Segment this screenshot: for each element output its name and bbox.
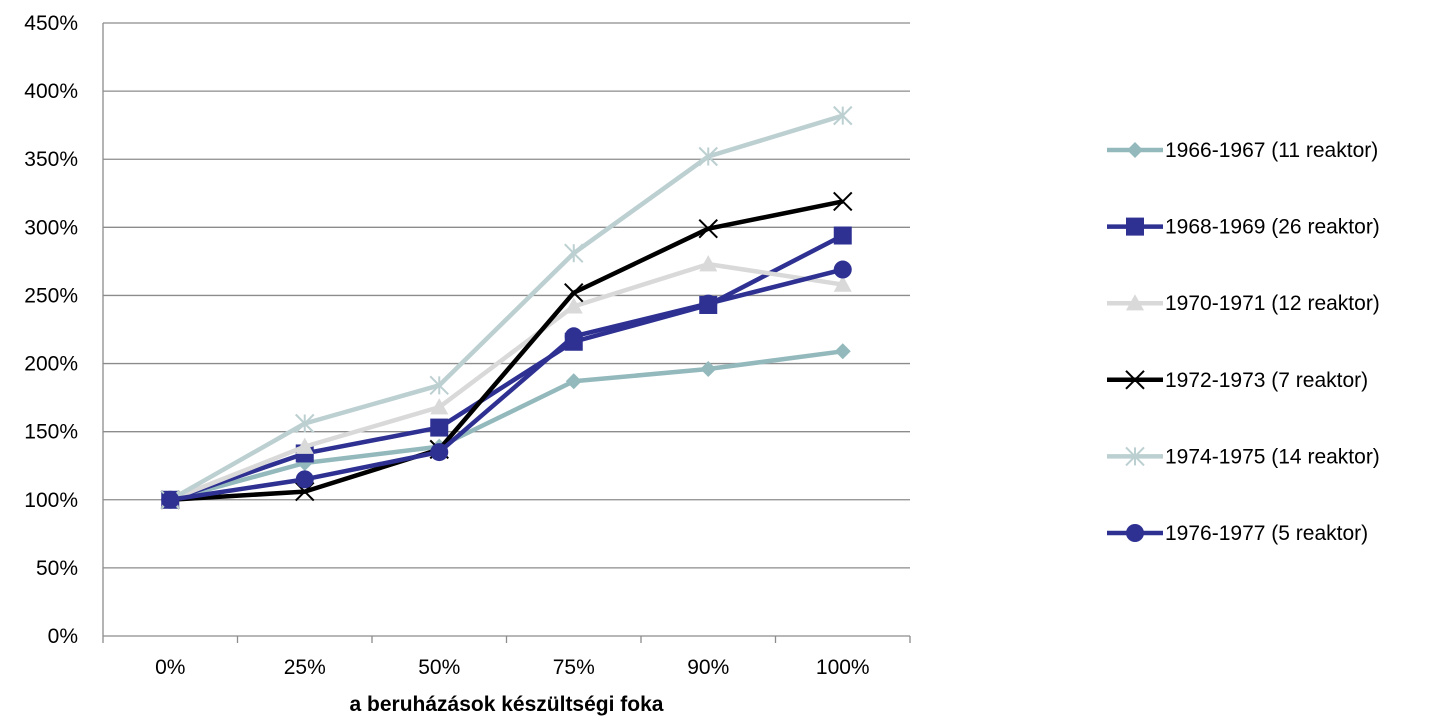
data-point (295, 413, 315, 434)
legend-label: 1976-1977 (5 reaktor) (1165, 522, 1368, 545)
x-tick-label: 50% (418, 656, 460, 679)
legend-marker (1125, 370, 1145, 390)
data-point (833, 105, 853, 126)
x-tick-label: 100% (816, 656, 870, 679)
legend-item-4: 1972-1973 (7 reaktor) (1107, 369, 1368, 392)
data-point (564, 327, 583, 346)
x-tick-label: 90% (687, 656, 729, 679)
series-line (169, 233, 844, 502)
y-tick-label: 100% (24, 489, 78, 512)
legend-label: 1972-1973 (7 reaktor) (1165, 369, 1368, 392)
marker-stroke (833, 191, 853, 212)
legend-marker (1125, 446, 1145, 467)
y-tick-label: 200% (24, 353, 78, 376)
legend-label: 1974-1975 (14 reaktor) (1165, 445, 1380, 468)
data-point (430, 418, 449, 437)
data-point (699, 255, 718, 272)
x-axis-title: a beruházások készültségi foka (350, 693, 664, 716)
series-lines (160, 105, 853, 510)
series-line (169, 267, 844, 503)
legend-marker (1126, 524, 1144, 542)
data-point (834, 343, 851, 360)
series-6 (161, 260, 852, 509)
data-point (564, 243, 584, 263)
data-point (833, 191, 853, 212)
legend-marker (1126, 217, 1144, 236)
legend-item-2: 1968-1969 (26 reaktor) (1107, 216, 1380, 239)
data-point (295, 437, 314, 454)
x-tick-label: 25% (284, 656, 326, 679)
y-tick-label: 300% (24, 216, 78, 239)
y-tick-label: 150% (24, 421, 78, 444)
x-tick-label: 0% (155, 656, 185, 679)
marker-stroke (564, 283, 584, 303)
data-point (161, 490, 180, 509)
series-line (169, 113, 844, 502)
data-point (700, 361, 717, 378)
y-tick-label: 350% (24, 148, 78, 171)
axes: 0% 50% 100% 150% 200% 250% 300% 350% 400% 450% 0% 2… (24, 12, 911, 679)
legend-label: 1968-1969 (26 reaktor) (1165, 216, 1380, 239)
legend-marker (1127, 142, 1143, 158)
series-5 (160, 105, 853, 510)
data-point (698, 218, 718, 239)
data-point (429, 375, 449, 396)
data-point (564, 283, 584, 303)
data-point (698, 146, 718, 167)
legend-item-1: 1966-1967 (11 reaktor) (1107, 139, 1378, 162)
legend-marker (1126, 294, 1144, 311)
data-point (430, 398, 449, 415)
legend-item-6: 1976-1977 (5 reaktor) (1107, 522, 1368, 545)
legend-item-5: 1974-1975 (14 reaktor) (1107, 445, 1380, 468)
data-point (833, 275, 852, 292)
data-point (564, 297, 583, 314)
series-line (169, 349, 844, 502)
gridlines (103, 22, 910, 569)
data-point (430, 443, 449, 462)
x-tick-label: 75% (553, 656, 595, 679)
data-point (699, 294, 718, 313)
series-line (170, 199, 844, 503)
legend: 1966-1967 (11 reaktor) 1968-1969 (26 reak… (1107, 139, 1380, 545)
y-tick-label: 400% (24, 80, 78, 103)
legend-item-3: 1970-1971 (12 reaktor) (1107, 292, 1380, 315)
y-tick-label: 450% (24, 12, 78, 35)
y-tick-label: 0% (48, 625, 78, 648)
marker-stroke (698, 218, 718, 239)
y-tick-label: 250% (24, 284, 78, 307)
data-point (565, 373, 582, 390)
marker-stroke (1125, 370, 1145, 390)
series-line (169, 261, 844, 502)
data-point (295, 470, 314, 489)
data-point (833, 260, 852, 279)
data-point (833, 226, 852, 245)
y-tick-label: 50% (36, 557, 78, 580)
legend-label: 1966-1967 (11 reaktor) (1165, 139, 1378, 162)
legend-label: 1970-1971 (12 reaktor) (1165, 292, 1380, 315)
